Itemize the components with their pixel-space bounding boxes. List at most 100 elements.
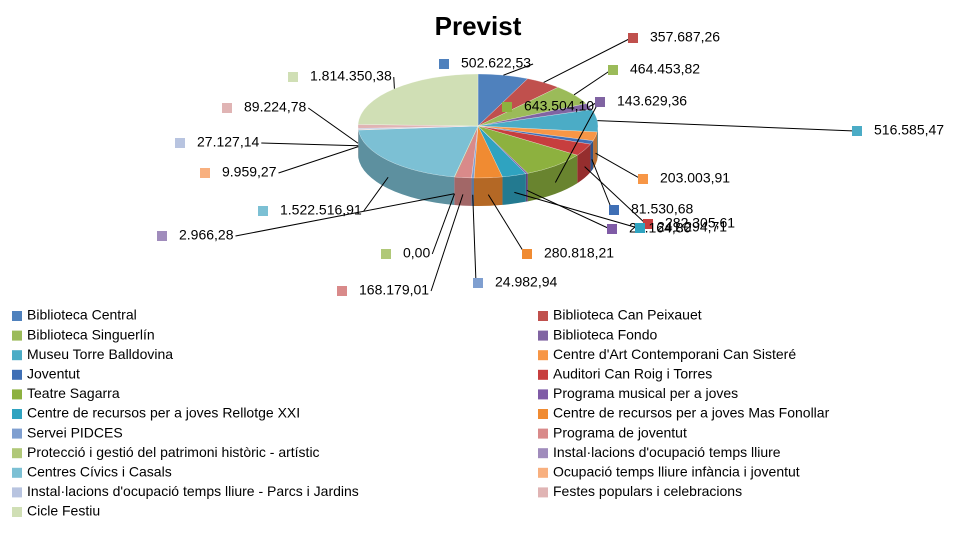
label-marker (175, 138, 185, 148)
data-label: 81.530,68 (631, 201, 693, 217)
legend-swatch (538, 389, 548, 400)
data-label: 464.453,82 (630, 61, 700, 77)
leader-line (487, 194, 526, 255)
legend-label: Ocupació temps lliure infància i joventu… (553, 464, 800, 480)
legend-swatch (538, 369, 548, 380)
label-marker (337, 286, 347, 296)
data-label: 2.966,28 (179, 227, 234, 243)
label-marker (643, 219, 653, 229)
slice-side (454, 176, 472, 206)
legend-swatch (12, 409, 22, 419)
legend-swatch (12, 487, 22, 498)
leader-line (363, 176, 389, 212)
legend-label: Programa musical per a joves (553, 385, 738, 401)
legend-label: Cicle Festiu (27, 503, 100, 519)
legend-label: Centre de recursos per a joves Mas Fonol… (553, 405, 830, 421)
data-label: 280.818,21 (544, 245, 614, 261)
slice-side-shade (502, 173, 526, 205)
leader-line (554, 106, 597, 183)
legend-swatch (538, 330, 548, 341)
data-label: 1.814.350,38 (310, 68, 392, 84)
legend-swatch (12, 369, 22, 380)
slice-side (597, 126, 598, 160)
legend-swatch (538, 448, 548, 459)
slice-side (474, 176, 503, 206)
leader-line (431, 193, 455, 255)
leader-line (235, 193, 455, 237)
legend-label: Servei PIDCES (27, 424, 123, 440)
legend-swatch (12, 389, 22, 400)
leader-line (393, 76, 395, 89)
legend-label: Centre de recursos per a joves Rellotge … (27, 405, 300, 421)
slice-side-shade (358, 130, 455, 205)
legend-swatch (538, 350, 548, 361)
legend-swatch (538, 487, 548, 498)
label-marker (222, 103, 232, 113)
legend-swatch (538, 409, 548, 419)
legend-swatch (12, 350, 22, 361)
slice (358, 125, 479, 178)
legend-label: Centre d'Art Contemporani Can Sisteré (553, 346, 796, 362)
slice-side-shade (597, 126, 598, 160)
data-label: 89.224,78 (244, 99, 306, 115)
slice-side (358, 130, 455, 205)
leader-line (514, 191, 639, 229)
leader-line (597, 120, 856, 132)
label-marker (200, 168, 210, 178)
legend-label: Museu Torre Balldovina (27, 346, 173, 362)
data-label: 168.179,01 (359, 282, 429, 298)
slice-side-shade (527, 155, 578, 202)
slice-side-shade (577, 144, 591, 184)
label-marker (502, 102, 512, 112)
label-marker (288, 72, 298, 82)
legend-label: Biblioteca Central (27, 307, 137, 323)
label-marker (852, 126, 862, 136)
slice-side-shade (525, 173, 528, 202)
legend-label: Instal·lacions d'ocupació temps lliure (553, 444, 781, 460)
data-label: 24.982,94 (495, 274, 557, 290)
legend-label: Biblioteca Singuerlín (27, 326, 155, 342)
label-marker (258, 206, 268, 216)
data-label: 203.003,91 (660, 170, 730, 186)
label-marker (607, 224, 617, 234)
leader-line (503, 63, 534, 76)
data-label: 0,00 (403, 245, 430, 261)
leader-line (472, 194, 477, 284)
chart-title: Previst (435, 11, 522, 41)
leader-line (261, 142, 359, 147)
label-marker (638, 174, 648, 184)
slice (357, 73, 479, 127)
data-label: 516.585,47 (874, 122, 944, 138)
legend-label: Instal·lacions d'ocupació temps lliure -… (27, 483, 359, 499)
legend-label: Festes populars i celebracions (553, 483, 742, 499)
leader-line (278, 146, 359, 174)
data-label: 357.687,26 (650, 29, 720, 45)
data-label: 143.629,36 (617, 93, 687, 109)
legend-swatch (12, 311, 22, 321)
legend-swatch (12, 330, 22, 341)
legend-label: Biblioteca Fondo (553, 326, 658, 342)
legend-swatch (12, 448, 22, 459)
leader-line (573, 69, 612, 96)
legend-swatch (538, 311, 548, 321)
legend-swatch (12, 467, 22, 478)
leader-line (308, 107, 359, 144)
slice-side (590, 140, 594, 173)
label-marker (628, 33, 638, 43)
legend-swatch (12, 428, 22, 439)
legend-label: Programa de joventut (553, 424, 687, 440)
data-label: 1.522.516,91 (280, 202, 362, 218)
label-marker (473, 278, 483, 288)
slice-side (593, 131, 598, 169)
legend-label: Biblioteca Can Peixauet (553, 307, 702, 323)
legend-label: Joventut (27, 366, 80, 382)
leader-line (543, 37, 632, 83)
label-marker (522, 249, 532, 259)
slice-side (502, 173, 526, 205)
legend-swatch (12, 507, 22, 517)
label-marker (608, 65, 618, 75)
legend-label: Centres Cívics i Casals (27, 464, 172, 480)
leader-line (595, 152, 642, 180)
data-label: 241.294,71 (657, 219, 727, 235)
